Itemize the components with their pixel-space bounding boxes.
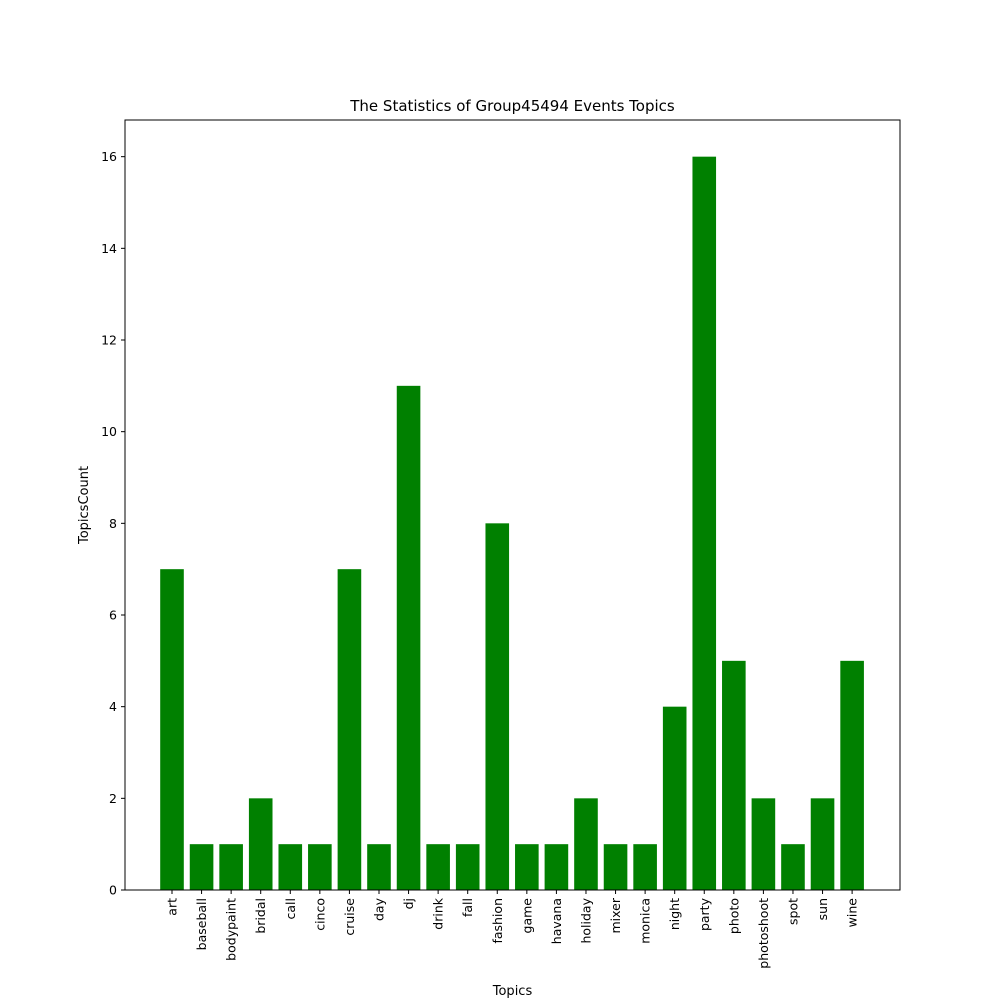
x-tick-label-game: game [519,898,534,934]
bar-fashion [485,523,510,890]
chart-title: The Statistics of Group45494 Events Topi… [349,97,675,115]
bar-day [367,844,391,890]
x-tick-label-party: party [697,897,712,931]
x-tick-label-photoshoot: photoshoot [756,898,771,969]
plot-frame [124,119,901,891]
y-tick-label: 8 [109,516,117,531]
bar-night [662,706,687,890]
y-tick-label: 4 [109,699,117,714]
y-axis-ticks: 0 2 4 6 8 10 12 14 16 [101,149,125,898]
bar-monica [633,844,657,890]
bars-group [160,156,864,891]
x-tick-label-day: day [371,897,386,921]
x-axis-label: Topics [492,984,533,999]
bar-wine [840,660,864,890]
x-tick-label-night: night [667,898,682,930]
y-tick-label: 14 [101,241,117,256]
bar-cruise [337,569,362,890]
x-tick-label-bodypaint: bodypaint [224,898,239,961]
x-tick-label-art: art [165,898,180,916]
bar-photo [722,660,746,890]
bar-game [515,844,539,890]
x-tick-label-fall: fall [460,898,475,917]
x-tick-label-fashion: fashion [490,898,505,944]
bar-sun [810,798,835,890]
x-tick-label-cinco: cinco [312,898,327,931]
bar-mixer [603,844,628,890]
x-tick-label-call: call [283,898,298,919]
y-axis-label: TopicsCount [77,466,92,545]
y-tick-label: 10 [101,424,117,439]
x-tick-label-monica: monica [638,898,653,944]
bar-spot [781,844,805,890]
x-tick-label-holiday: holiday [578,897,593,943]
bar-dj [396,385,421,890]
x-tick-label-spot: spot [785,898,800,925]
x-tick-label-cruise: cruise [342,898,357,936]
bar-art [160,569,184,890]
bar-holiday [574,798,598,890]
x-tick-label-havana: havana [549,898,564,944]
x-tick-label-bridal: bridal [253,898,268,934]
y-tick-label: 16 [101,149,117,164]
bar-drink [426,844,450,890]
bar-cinco [308,844,332,890]
bar-fall [455,844,480,890]
x-tick-label-baseball: baseball [194,898,209,950]
y-tick-label: 12 [101,333,117,348]
y-tick-label: 6 [109,608,117,623]
bar-baseball [189,844,214,890]
x-tick-label-mixer: mixer [608,897,623,933]
bar-photoshoot [751,798,776,890]
x-tick-label-sun: sun [815,898,830,920]
y-tick-label: 0 [109,883,117,898]
x-tick-label-dj: dj [401,898,416,909]
bar-bodypaint [219,844,243,890]
bar-party [692,156,717,891]
x-tick-label-photo: photo [726,898,741,934]
bar-call [278,844,303,890]
x-tick-label-wine: wine [845,898,860,928]
bar-bridal [248,798,273,890]
y-tick-label: 2 [109,791,117,806]
x-tick-label-drink: drink [431,897,446,929]
bar-havana [544,844,569,890]
x-axis-ticks: art baseball bodypaint bridal call cinco cruis… [165,890,860,969]
